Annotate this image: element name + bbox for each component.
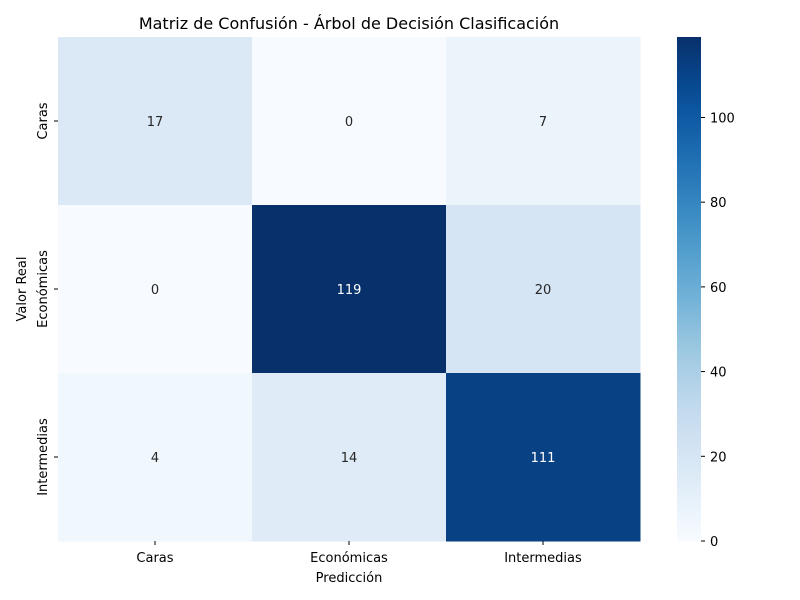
x-tick-label: Económicas [310,551,388,566]
y-tick-label: Caras [36,102,51,139]
colorbar-tick-label: 80 [710,196,727,211]
heatmap-cell [446,205,641,374]
colorbar-ticks: 0 20 40 60 80 100 [701,111,735,550]
colorbar-tick-label: 40 [710,366,727,381]
y-axis-ticks: Caras Económicas Intermedias [36,102,58,496]
cell-value-label: 4 [151,451,159,466]
cell-value-label: 111 [531,451,556,466]
heatmap-cell [252,205,447,374]
cell-value-label: 14 [341,451,358,466]
heatmap-cell [446,373,641,542]
x-axis-ticks: Caras Económicas Intermedias [136,541,582,566]
colorbar-tick-label: 20 [710,450,727,465]
cell-value-label: 0 [151,283,159,298]
cell-value-label: 0 [345,115,353,130]
colorbar-tick-label: 60 [710,281,727,296]
colorbar-tick-label: 100 [710,111,735,126]
heatmap-cell [58,37,253,206]
x-tick-label: Caras [136,551,173,566]
x-axis-label: Predicción [316,571,383,586]
y-tick-label: Económicas [36,250,51,328]
heatmap-cell-labels: 17 0 7 0 119 20 4 14 111 [147,115,556,466]
y-tick-label: Intermedias [36,418,51,496]
cell-value-label: 7 [539,115,547,130]
heatmap-cells [58,37,641,542]
cell-value-label: 17 [147,115,164,130]
cell-value-label: 119 [337,283,362,298]
heatmap-cell [446,37,641,206]
heatmap-cell [58,205,253,374]
x-tick-label: Intermedias [504,551,582,566]
colorbar [677,37,701,541]
y-axis-label: Valor Real [15,257,30,322]
heatmap-cell [252,37,447,206]
heatmap-cell [58,373,253,542]
chart-title: Matriz de Confusión - Árbol de Decisión … [139,14,559,33]
colorbar-tick-label: 0 [710,535,718,550]
heatmap-cell [252,373,447,542]
cell-value-label: 20 [535,283,552,298]
